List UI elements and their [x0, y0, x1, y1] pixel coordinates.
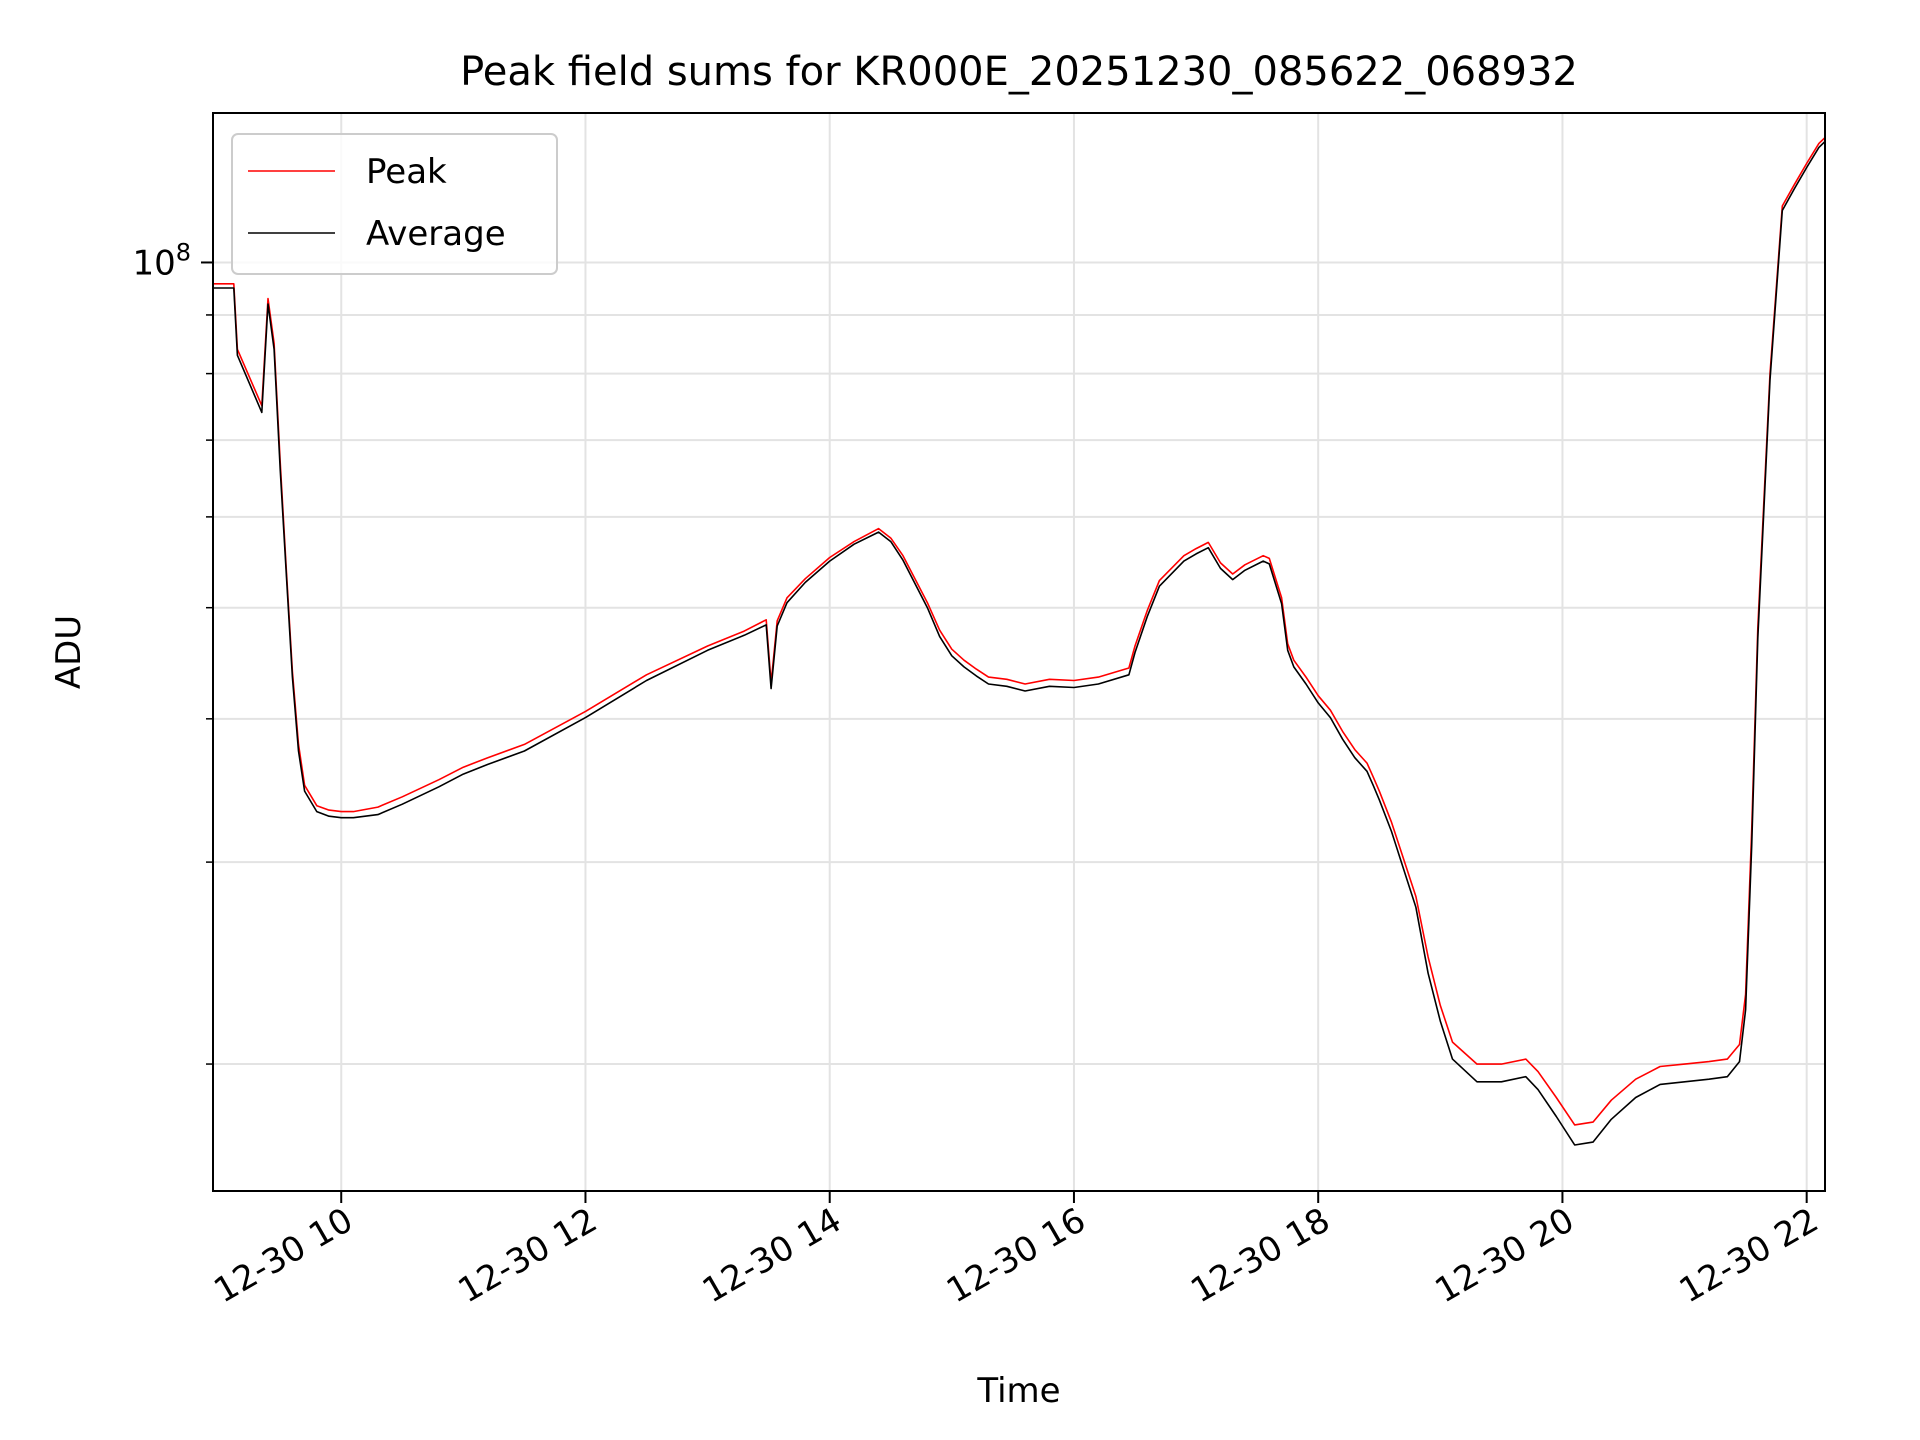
x-axis-label: Time	[976, 1371, 1060, 1411]
plot-area	[213, 113, 1825, 1191]
series-line-peak	[213, 137, 1825, 1126]
plot-frame	[212, 112, 1826, 1192]
chart-title: Peak field sums for KR000E_20251230_0856…	[460, 49, 1578, 95]
y-axis-label: ADU	[49, 615, 89, 689]
grid	[213, 113, 1825, 1191]
legend-label-average: Average	[366, 214, 506, 254]
y-tick-label: 108	[132, 238, 191, 283]
legend-box	[231, 133, 558, 275]
legend-label-peak: Peak	[366, 152, 447, 192]
legend: Peak Average	[231, 133, 558, 275]
series-group	[213, 137, 1825, 1146]
series-line-average	[213, 140, 1825, 1146]
